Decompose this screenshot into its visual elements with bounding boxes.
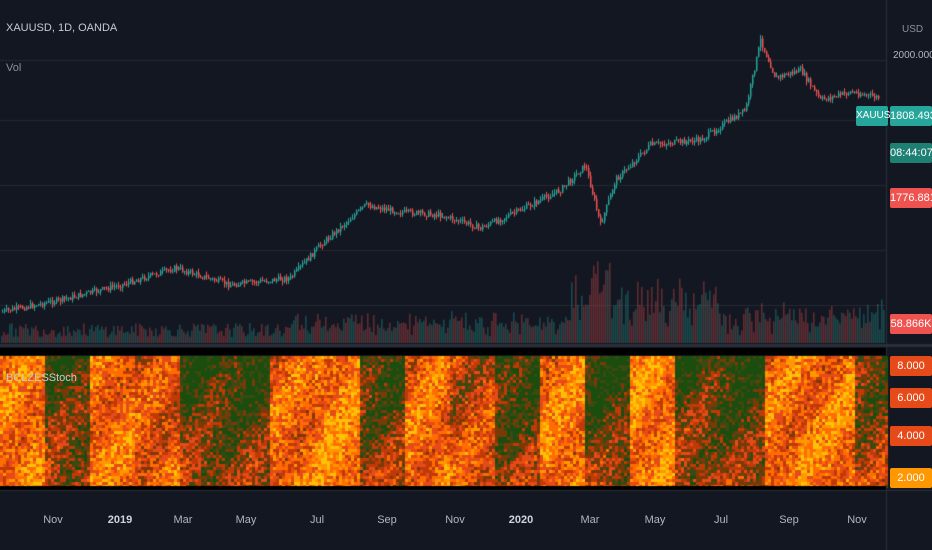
indicator-tick-8: 8.000	[890, 356, 932, 376]
time-axis-label: Nov	[847, 514, 867, 526]
current-price-tag: 1808.493	[890, 106, 932, 126]
time-axis-label: Nov	[445, 514, 465, 526]
currency-label[interactable]: USD	[902, 24, 924, 35]
volume-value-tag: 58.866K	[890, 314, 932, 334]
time-axis-label: Sep	[779, 514, 799, 526]
indicator-tick-2: 2.000	[890, 468, 932, 488]
countdown-tag: 08:44:07	[890, 143, 932, 163]
time-axis-label: Mar	[173, 514, 193, 526]
time-axis-label: Mar	[580, 514, 600, 526]
symbol-info[interactable]: XAUUSD, 1D, OANDA	[6, 22, 118, 34]
indicator-label[interactable]: BCLZESStoch	[6, 372, 77, 384]
indicator-tick-6: 6.000	[890, 388, 932, 408]
indicator-tick-4: 4.000	[890, 426, 932, 446]
symbol-tag: XAUUSD	[856, 106, 898, 126]
volume-label[interactable]: Vol	[6, 62, 22, 74]
time-axis-label: 2019	[107, 514, 133, 526]
price-scale-top: 2000.000	[893, 50, 932, 61]
time-axis-label: May	[235, 514, 257, 526]
time-axis-label: Jul	[309, 514, 325, 526]
time-axis-label: Jul	[713, 514, 729, 526]
price-line-tag: 1776.881	[890, 188, 932, 208]
time-axis-label: Nov	[43, 514, 63, 526]
time-axis-label: 2020	[508, 514, 534, 526]
time-axis-label: Sep	[377, 514, 397, 526]
time-axis-label: May	[644, 514, 666, 526]
